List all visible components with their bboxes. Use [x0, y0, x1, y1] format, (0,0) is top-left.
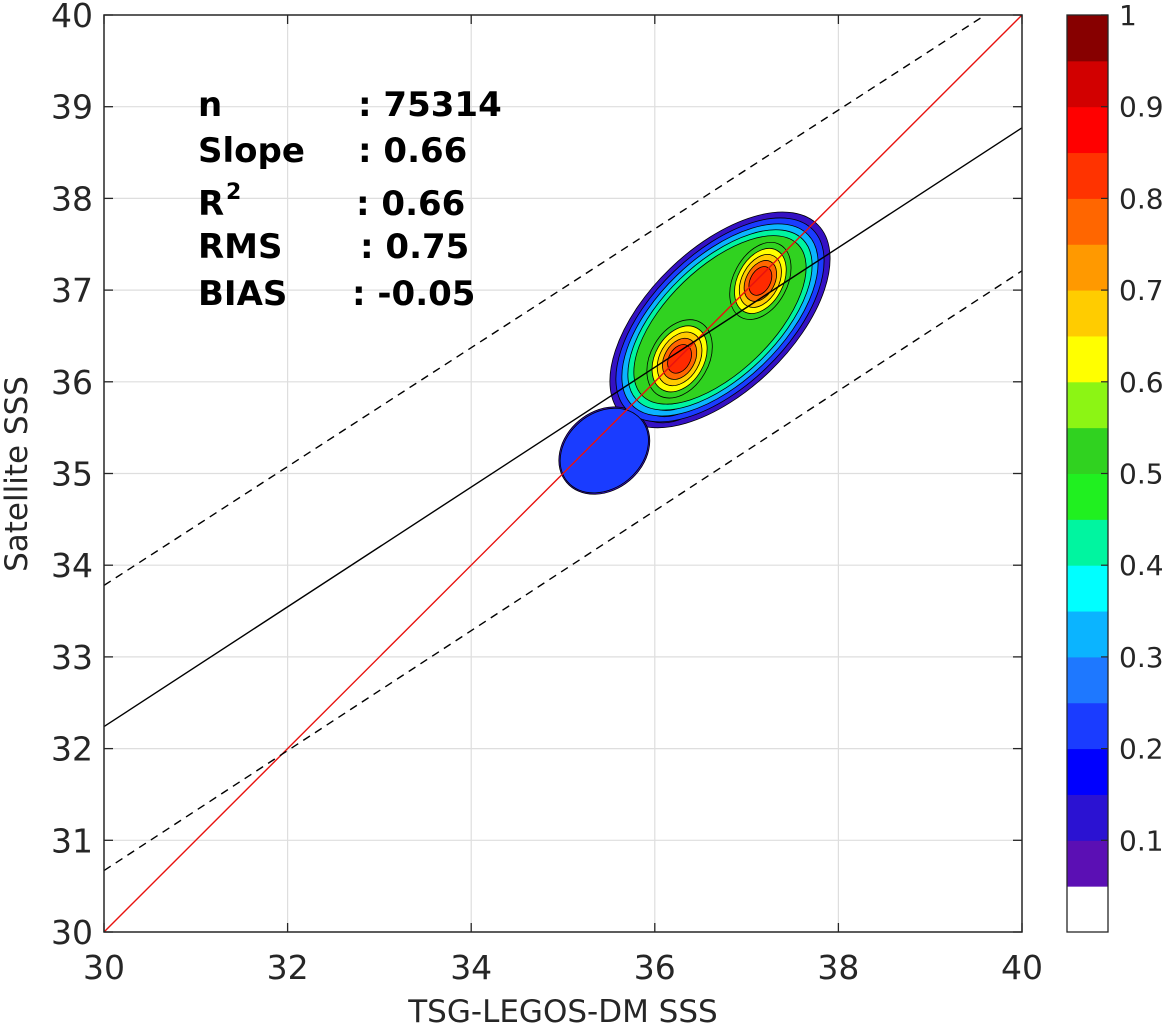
- y-tick-label: 40: [51, 0, 93, 35]
- x-tick-label: 30: [83, 948, 125, 987]
- colorbar-tick-label: 0.7: [1119, 274, 1164, 307]
- identity-line: [104, 15, 1022, 932]
- stat-value: : 0.75: [360, 227, 469, 267]
- density-tail: [559, 407, 649, 494]
- y-tick-label: 30: [51, 913, 93, 952]
- colorbar-segment: [1067, 473, 1108, 520]
- colorbar-segment: [1067, 840, 1108, 887]
- x-tick-label: 36: [634, 948, 676, 987]
- colorbar-segment: [1067, 60, 1108, 108]
- y-tick-label: 34: [51, 546, 93, 585]
- colorbar-segment: [1067, 15, 1108, 62]
- axis-ticks: 30 32 34 36 38 40 30 31 32 33 34 35 36 37 38 39 40: [51, 0, 1043, 987]
- x-tick-label: 34: [450, 948, 492, 987]
- colorbar-segment: [1067, 611, 1108, 658]
- y-tick-label: 33: [51, 638, 93, 677]
- colorbar-segment: [1067, 381, 1108, 429]
- colorbar-segment: [1067, 794, 1108, 841]
- upper-bound-line: [104, 15, 986, 586]
- colorbar-segment: [1067, 244, 1108, 291]
- regression-line: [104, 127, 1022, 728]
- colorbar-tick-label: 0.5: [1119, 458, 1164, 491]
- x-tick-label: 38: [817, 948, 859, 987]
- colorbar-segment: [1067, 656, 1108, 704]
- stats-annotation: n : 75314 Slope : 0.66 R 2 : 0.66 RMS : 0.75 BIAS…: [198, 85, 502, 314]
- density-peak-2: [748, 266, 773, 296]
- stat-label: Slope: [198, 131, 305, 171]
- lower-bound-line: [104, 270, 1022, 872]
- colorbar-tick-label: 0.2: [1119, 733, 1164, 766]
- colorbar-segment: [1067, 335, 1108, 383]
- reference-lines: [104, 15, 1022, 932]
- stat-value: : -0.05: [352, 274, 475, 314]
- x-axis-label: TSG-LEGOS-DM SSS: [407, 994, 717, 1028]
- y-tick-label: 35: [51, 455, 93, 494]
- colorbar-tick-label: 0.8: [1119, 182, 1164, 215]
- colorbar-segment: [1067, 702, 1108, 750]
- grid-lines: [104, 15, 1022, 932]
- y-tick-label: 36: [51, 363, 93, 402]
- stat-value: : 0.66: [356, 184, 465, 224]
- y-tick-label: 38: [51, 179, 93, 218]
- y-tick-label: 39: [51, 88, 93, 127]
- colorbar-tick-label: 0.6: [1119, 366, 1164, 399]
- stat-value: : 75314: [358, 85, 502, 125]
- x-tick-label: 32: [267, 948, 309, 987]
- colorbar-segment: [1067, 198, 1108, 245]
- stat-label: R: [198, 184, 224, 224]
- y-tick-label: 32: [51, 730, 93, 769]
- y-tick-label: 31: [51, 821, 93, 860]
- stat-value: : 0.66: [358, 131, 467, 171]
- colorbar: 0.1 0.2 0.3 0.4 0.5 0.6 0.7 0.8 0.9 1: [1066, 0, 1164, 933]
- colorbar-tick-label: 0.4: [1119, 549, 1164, 582]
- stat-label: n: [198, 85, 222, 125]
- colorbar-segment: [1067, 886, 1108, 933]
- colorbar-segment: [1067, 748, 1108, 795]
- x-tick-label: 40: [1001, 948, 1043, 987]
- colorbar-segment: [1067, 519, 1108, 566]
- colorbar-tick-label: 1: [1119, 0, 1137, 32]
- colorbar-tick-label: 0.3: [1119, 641, 1164, 674]
- colorbar-segment: [1067, 152, 1108, 199]
- stat-label: BIAS: [198, 274, 287, 314]
- colorbar-segment: [1067, 106, 1108, 154]
- colorbar-segment: [1067, 565, 1108, 612]
- stat-superscript: 2: [226, 180, 241, 205]
- y-axis-label: Satellite SSS: [0, 376, 35, 572]
- colorbar-segment: [1067, 427, 1108, 474]
- colorbar-segment: [1067, 290, 1108, 337]
- stat-label: RMS: [198, 227, 283, 267]
- colorbar-tick-label: 0.9: [1119, 91, 1164, 124]
- colorbar-tick-label: 0.1: [1119, 824, 1164, 857]
- y-tick-label: 37: [51, 271, 93, 310]
